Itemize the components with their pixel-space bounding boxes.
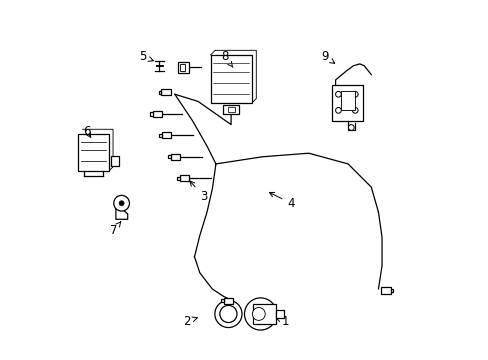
Bar bbox=[162, 132, 171, 138]
Text: 6: 6 bbox=[83, 125, 91, 138]
Bar bbox=[150, 112, 153, 116]
Bar bbox=[331, 85, 363, 121]
Text: 3: 3 bbox=[189, 181, 207, 203]
Circle shape bbox=[244, 298, 276, 330]
Text: 9: 9 bbox=[321, 50, 334, 63]
Circle shape bbox=[352, 91, 357, 97]
Bar bbox=[171, 154, 180, 160]
Bar bbox=[340, 91, 354, 111]
Bar bbox=[177, 62, 189, 73]
Bar bbox=[221, 299, 224, 302]
Circle shape bbox=[252, 307, 264, 320]
Bar bbox=[223, 105, 239, 114]
Bar bbox=[78, 134, 108, 171]
Text: 8: 8 bbox=[221, 50, 233, 67]
Circle shape bbox=[352, 108, 357, 113]
Bar bbox=[380, 288, 390, 294]
Bar bbox=[224, 298, 233, 304]
Bar bbox=[177, 177, 180, 180]
Bar bbox=[168, 155, 171, 158]
Bar bbox=[227, 107, 234, 112]
Bar bbox=[390, 289, 392, 292]
Circle shape bbox=[335, 91, 341, 97]
Bar bbox=[275, 310, 283, 318]
Circle shape bbox=[335, 108, 341, 113]
Bar bbox=[180, 64, 185, 71]
Text: 5: 5 bbox=[139, 50, 153, 63]
Circle shape bbox=[119, 201, 124, 206]
Circle shape bbox=[114, 195, 129, 211]
Bar bbox=[210, 55, 251, 103]
Text: 1: 1 bbox=[275, 315, 289, 328]
Bar bbox=[159, 91, 161, 94]
Text: 4: 4 bbox=[269, 193, 294, 210]
Bar bbox=[153, 111, 162, 117]
Bar bbox=[252, 304, 275, 324]
Bar bbox=[159, 134, 162, 137]
Bar bbox=[110, 156, 119, 166]
Text: 7: 7 bbox=[110, 222, 121, 237]
Text: 2: 2 bbox=[183, 315, 197, 328]
Bar bbox=[161, 90, 170, 95]
Circle shape bbox=[348, 125, 353, 130]
Bar bbox=[180, 175, 189, 181]
Circle shape bbox=[220, 305, 237, 323]
Circle shape bbox=[214, 300, 242, 328]
